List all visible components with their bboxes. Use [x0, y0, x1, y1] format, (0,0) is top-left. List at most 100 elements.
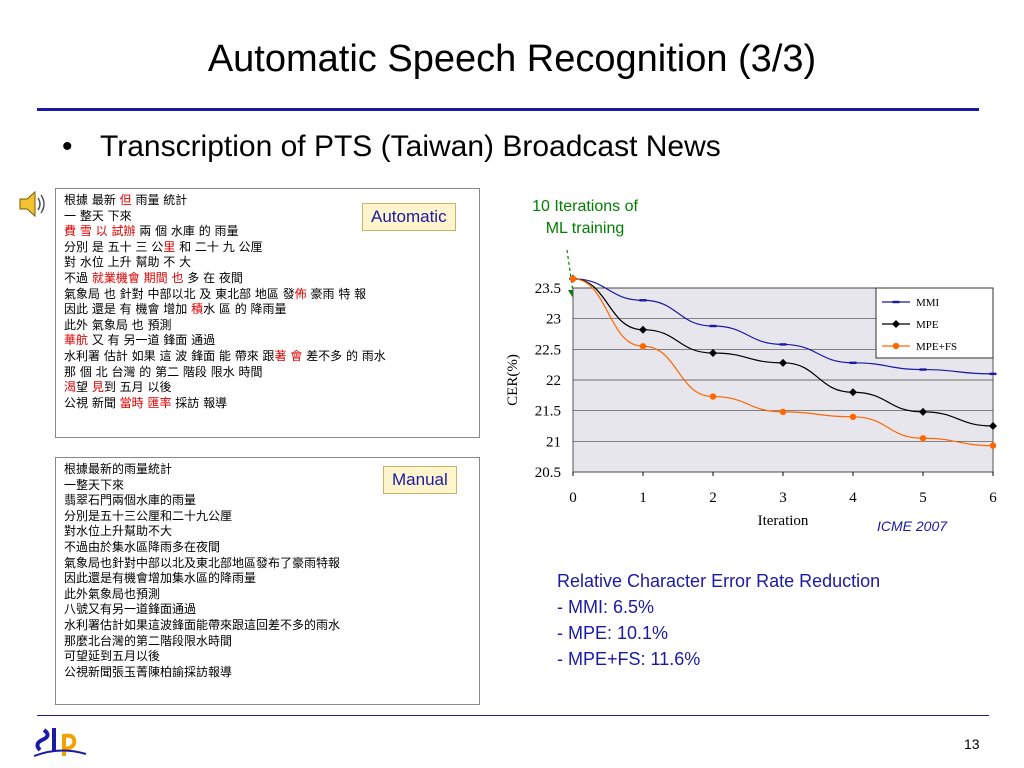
transcript-text: 氣象局 也 針對 中部以北 及 東北部 地區 發	[64, 286, 295, 301]
automatic-line: 根據 最新 但 雨量 統計	[64, 193, 471, 209]
data-point-mpe-fs	[639, 343, 647, 350]
transcript-text: 公視 新聞	[64, 395, 120, 410]
recognition-error-text: 但	[119, 193, 132, 207]
automatic-line: 那 個 北 台灣 的 第二 階段 限水 時間	[64, 365, 471, 381]
manual-line: 分別是五十三公厘和二十九公厘	[64, 508, 233, 523]
manual-line: 公視新聞張玉菁陳柏諭採訪報導	[64, 664, 233, 679]
recognition-error-text: 佈	[294, 286, 307, 301]
manual-line: 可望延到五月以後	[64, 649, 161, 664]
data-point-mpe	[919, 407, 927, 416]
manual-line: 對水位上升幫助不大	[64, 524, 173, 539]
recognition-error-text: 見	[91, 380, 104, 395]
data-point-mpe	[779, 358, 787, 367]
recognition-error-text: 渴	[64, 380, 77, 395]
data-point-mpe-fs	[849, 413, 857, 420]
x-tick-label: 2	[709, 490, 717, 506]
automatic-line: 因此 還是 有 機會 增加 積水 區 的 降雨量	[64, 302, 471, 318]
automatic-line: 渴望 見到 五月 以後	[64, 380, 471, 396]
y-tick-label: 22.5	[535, 342, 561, 358]
manual-line: 氣象局也針對中部以北及東北部地區發布了豪雨特報	[64, 555, 341, 570]
reduction-summary: Relative Character Error Rate Reduction …	[557, 568, 880, 672]
annotation-label: 10 Iterations of ML training	[510, 196, 660, 240]
slp-logo	[33, 728, 87, 757]
automatic-line: 一 整天 下來	[64, 209, 471, 225]
transcript-text: 水利署 估計 如果 這 波 鋒面 能 帶來 跟	[64, 348, 275, 363]
x-axis-label: Iteration	[758, 513, 809, 529]
annotation-line-1: 10 Iterations of	[532, 198, 638, 215]
transcript-text: 到 五月 以後	[103, 380, 172, 395]
data-point-mpe-fs	[919, 435, 927, 442]
data-point-mmi	[779, 343, 787, 346]
speaker-icon[interactable]	[16, 186, 48, 222]
y-tick-label: 23	[546, 312, 561, 328]
recognition-error-text: 積	[191, 302, 204, 317]
recognition-error-text: 里	[163, 239, 176, 254]
automatic-tag: Automatic	[362, 203, 456, 231]
x-tick-label: 3	[779, 490, 787, 506]
annotation-line-2: ML training	[545, 220, 625, 237]
data-point-mpe	[989, 422, 997, 430]
manual-line: 不過由於集水區降雨多在夜間	[64, 539, 221, 554]
transcript-text: 差不多 的 雨水	[302, 348, 386, 363]
data-point-mmi	[989, 372, 997, 376]
transcript-text: 雨量 統計	[131, 193, 188, 207]
transcript-text: 望	[76, 380, 92, 395]
reduction-title: Relative Character Error Rate Reduction	[557, 571, 881, 591]
x-tick-label: 1	[639, 490, 647, 506]
transcript-text: 又 有 另一道 鋒面 通過	[88, 333, 216, 348]
reduction-item-mpefs: - MPE+FS: 11.6%	[557, 649, 701, 669]
bullet-dot: •	[62, 130, 73, 163]
data-point-mpe	[849, 388, 857, 397]
recognition-error-text: 華航	[64, 333, 89, 348]
bullet-item: • Transcription of PTS (Taiwan) Broadcast…	[62, 130, 721, 164]
automatic-line: 此外 氣象局 也 預測	[64, 318, 471, 334]
y-tick-label: 21.5	[535, 404, 561, 420]
y-tick-label: 21	[546, 434, 561, 450]
data-point-mpe	[639, 325, 647, 334]
transcript-text: 水 區 的 降雨量	[203, 302, 287, 317]
legend-marker-mpe	[892, 320, 900, 328]
transcript-text: 那 個 北 台灣 的 第二 階段 限水 時間	[64, 364, 263, 379]
slide-title: Automatic Speech Recognition (3/3)	[207, 38, 817, 80]
transcript-text: 因此 還是 有 機會 增加	[64, 302, 192, 317]
legend-label-mpe: MPE	[916, 319, 939, 331]
manual-line: 八號又有另一道鋒面通過	[64, 602, 197, 617]
data-point-mmi	[639, 299, 647, 302]
title-underline	[37, 108, 979, 111]
transcript-text: 對 水位 上升 幫助 不 大	[64, 255, 192, 270]
x-tick-label: 0	[569, 490, 577, 506]
recognition-error-text: 當時 匯率	[119, 395, 172, 410]
manual-line: 那麼北台灣的第二階段限水時間	[64, 633, 233, 648]
legend-marker-mmi	[892, 300, 900, 304]
manual-line: 水利署估計如果這波鋒面能帶來跟這回差不多的雨水	[64, 617, 341, 632]
transcript-text: 多 在 夜間	[183, 270, 243, 285]
x-tick-label: 4	[849, 490, 857, 506]
reduction-item-mpe: - MPE: 10.1%	[557, 623, 669, 643]
automatic-line: 氣象局 也 針對 中部以北 及 東北部 地區 發佈 豪雨 特 報	[64, 287, 471, 303]
manual-line: 翡翠石門兩個水庫的雨量	[64, 493, 197, 508]
annotation-arrow	[566, 249, 574, 293]
data-point-mpe-fs	[709, 393, 717, 400]
bullet-text: Transcription of PTS (Taiwan) Broadcast …	[100, 130, 721, 163]
transcript-text: 根據 最新	[64, 193, 120, 207]
automatic-line: 華航 又 有 另一道 鋒面 通過	[64, 333, 471, 349]
automatic-line: 公視 新聞 當時 匯率 採訪 報導	[64, 396, 471, 412]
transcript-text: 此外 氣象局 也 預測	[64, 317, 172, 332]
automatic-line: 水利署 估計 如果 這 波 鋒面 能 帶來 跟著 會 差不多 的 雨水	[64, 349, 471, 365]
automatic-line: 對 水位 上升 幫助 不 大	[64, 255, 471, 271]
data-point-mpe-fs	[989, 442, 997, 449]
page-number: 13	[964, 736, 980, 752]
manual-line: 一整天下來	[64, 477, 125, 492]
transcript-text: 兩 個 水庫 的 雨量	[135, 224, 239, 239]
recognition-error-text: 著 會	[274, 348, 303, 363]
manual-line: 此外氣象局也預測	[64, 586, 161, 601]
data-point-mmi	[919, 368, 927, 371]
data-point-mmi	[709, 324, 717, 328]
x-tick-label: 5	[919, 490, 927, 506]
transcript-text: 不過	[64, 270, 92, 285]
legend-label-mmi: MMI	[916, 297, 940, 309]
manual-line: 因此還是有機會增加集水區的降雨量	[64, 571, 257, 586]
data-point-mpe-fs	[569, 275, 577, 282]
transcript-text: 一 整天 下來	[64, 208, 132, 223]
